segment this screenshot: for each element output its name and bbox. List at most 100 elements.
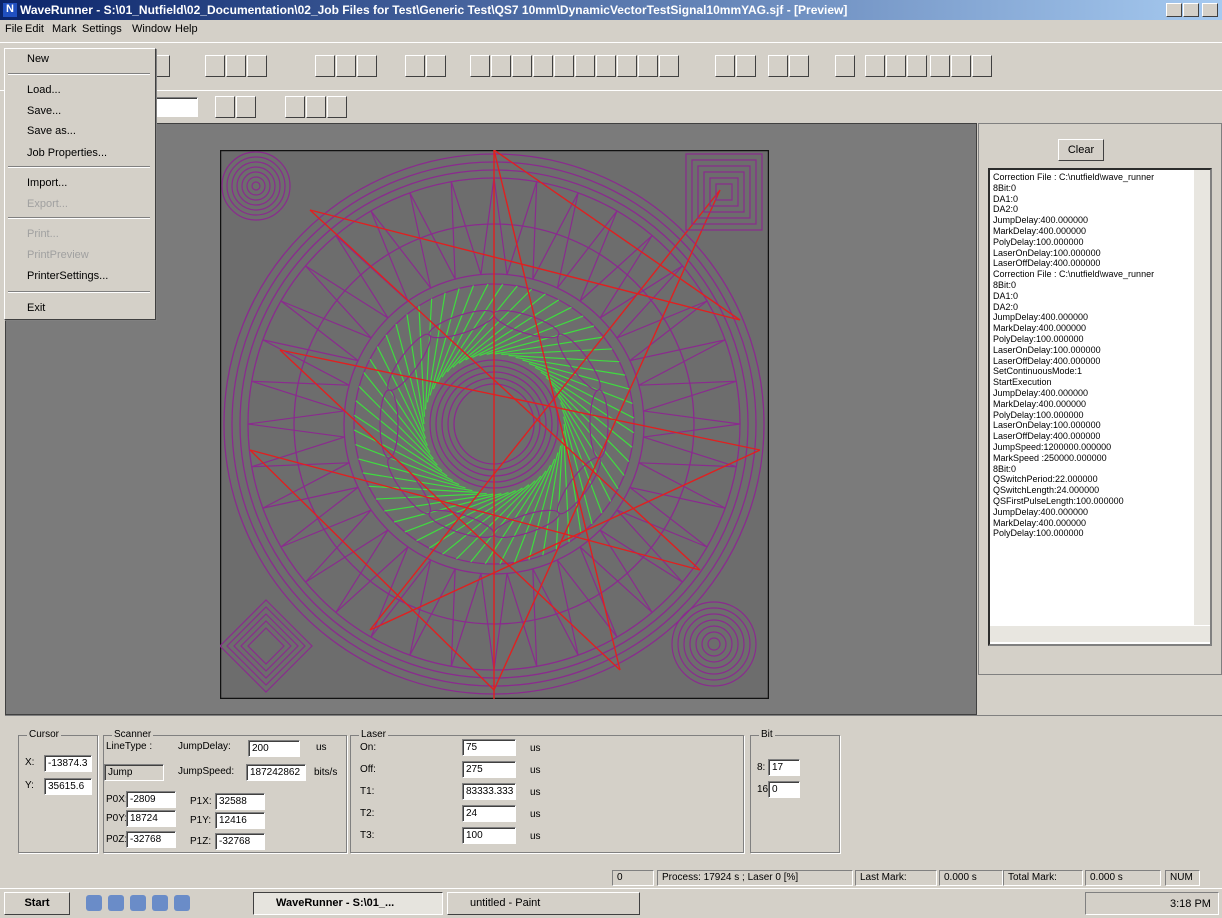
toolbar-button[interactable] [315,55,335,77]
task-button[interactable]: WaveRunner - S:\01_... [253,892,443,915]
text-field[interactable]: 83333.333 [462,783,516,800]
text-field[interactable]: Jump [104,764,164,781]
quick-launch-icon[interactable] [152,895,168,911]
toolbar-button[interactable] [336,55,356,77]
field-label: bits/s [314,767,338,778]
combo-box[interactable] [150,97,198,117]
text-field[interactable]: -32768 [215,833,265,850]
field-label: T3: [360,830,375,841]
menu-item[interactable]: Exit [27,302,46,314]
menu-item[interactable]: Help [175,23,198,35]
menu-item[interactable]: Load... [27,84,61,96]
toolbar-button[interactable] [512,55,532,77]
toolbar-button[interactable] [575,55,595,77]
field-label: T1: [360,786,375,797]
maximize-button[interactable] [1183,3,1199,17]
menu-item[interactable]: Import... [27,177,68,189]
text-field[interactable]: 200 [248,740,300,757]
status-pane: Last Mark: [855,870,937,886]
vector-path [616,509,708,583]
quick-launch-icon[interactable] [86,895,102,911]
vector-path [556,192,618,289]
text-field[interactable]: -13874.3 [44,755,92,772]
toolbar-button[interactable] [659,55,679,77]
toolbar-button[interactable] [930,55,950,77]
start-button[interactable]: Start [4,892,70,915]
vector-path [540,371,635,434]
quick-launch-icon[interactable] [130,895,146,911]
text-field[interactable]: 100 [462,827,516,844]
text-field[interactable]: 0 [768,781,800,798]
toolbar-button[interactable] [907,55,927,77]
clear-button[interactable]: Clear [1058,139,1104,161]
toolbar-button[interactable] [236,96,256,118]
toolbar-button[interactable] [715,55,735,77]
menu-item[interactable]: Job Properties... [27,147,108,159]
toolbar [0,42,1222,89]
toolbar-button[interactable] [736,55,756,77]
text-field[interactable]: 12416 [215,812,265,829]
toolbar-button[interactable] [972,55,992,77]
toolbar-button[interactable] [357,55,377,77]
toolbar-button[interactable] [789,55,809,77]
toolbar-button[interactable] [205,55,225,77]
toolbar-button[interactable] [951,55,971,77]
text-field[interactable]: 75 [462,739,516,756]
toolbar-button[interactable] [886,55,906,77]
toolbar-button[interactable] [327,96,347,118]
toolbar-button[interactable] [638,55,658,77]
toolbar-button[interactable] [306,96,326,118]
menu-item[interactable]: Save as... [27,125,76,137]
menu-item[interactable]: Edit [25,23,44,35]
vector-path [528,452,559,560]
menu-separator [8,166,150,168]
menu-item[interactable]: PrinterSettings... [27,270,109,282]
vector-path [709,177,739,207]
toolbar-button[interactable] [533,55,553,77]
text-field[interactable]: 18724 [126,810,176,827]
toolbar-button[interactable] [247,55,267,77]
h-scrollbar[interactable] [990,626,1210,642]
minimize-button[interactable] [1166,3,1182,17]
vector-path [305,235,389,319]
toolbar-button[interactable] [470,55,490,77]
toolbar-button[interactable] [215,96,235,118]
menu-item[interactable]: Window [132,23,172,35]
field-label: 8: [757,762,766,773]
text-field[interactable]: 35615.6 [44,778,92,795]
close-button[interactable] [1202,3,1218,17]
menu-item[interactable]: File [5,23,23,35]
text-field[interactable]: 32588 [215,793,265,810]
toolbar-button[interactable] [491,55,511,77]
text-field[interactable]: 187242862 [246,764,306,781]
toolbar-button[interactable] [426,55,446,77]
quick-launch-icon[interactable] [108,895,124,911]
vector-path [479,315,584,357]
text-field[interactable]: 275 [462,761,516,778]
field-label: us [316,742,327,753]
text-field[interactable]: -2809 [126,791,176,808]
log-lines: Correction File : C:\nutfield\wave_runne… [993,172,1195,539]
toolbar-button[interactable] [226,55,246,77]
v-scrollbar[interactable] [1194,170,1210,625]
text-field[interactable]: 24 [462,805,516,822]
menu-item[interactable]: New [27,53,50,65]
text-field[interactable]: -32768 [126,831,176,848]
menu-item[interactable]: Mark [52,23,77,35]
toolbar-button[interactable] [617,55,637,77]
log-line: MarkDelay:400.000000 [993,225,1087,236]
toolbar-button[interactable] [865,55,885,77]
quick-launch-icon[interactable] [174,895,190,911]
toolbar-button[interactable] [554,55,574,77]
toolbar-button[interactable] [768,55,788,77]
task-button[interactable]: untitled - Paint [447,892,640,915]
menu-item[interactable]: Settings [82,23,122,35]
vector-path [493,573,538,671]
text-field[interactable]: 17 [768,759,800,776]
vector-path [385,334,427,439]
toolbar-button[interactable] [405,55,425,77]
toolbar-button[interactable] [596,55,616,77]
menu-item[interactable]: Save... [27,105,62,117]
toolbar-button[interactable] [285,96,305,118]
toolbar-button[interactable] [835,55,855,77]
